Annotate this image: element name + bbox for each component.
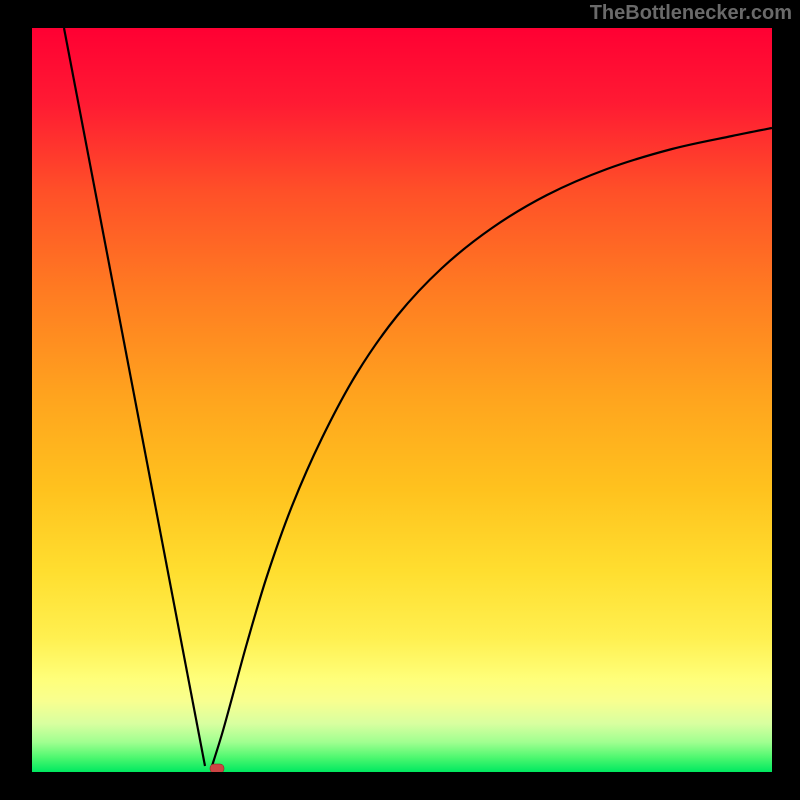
bottleneck-curve [32,28,772,772]
optimal-marker [210,764,224,772]
plot-area [32,28,772,772]
watermark-text: TheBottlenecker.com [590,2,792,25]
curve-right-segment [212,128,772,766]
chart-container: TheBottlenecker.com [0,0,800,800]
curve-left-segment [64,28,205,766]
